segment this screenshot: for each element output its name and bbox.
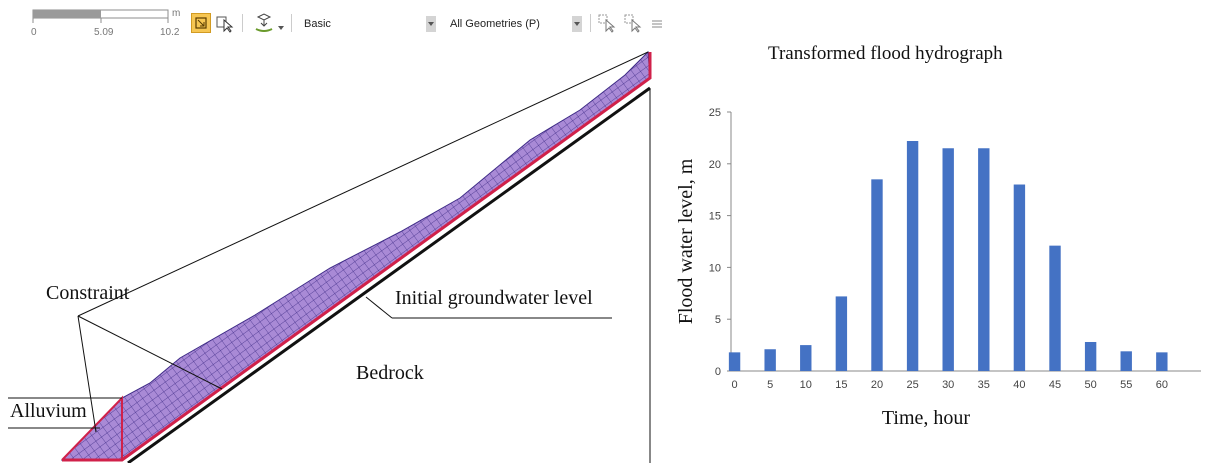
scale-tick-2: 10.2 bbox=[160, 27, 180, 38]
bar bbox=[1013, 184, 1026, 371]
list-icon bbox=[652, 20, 662, 28]
bar bbox=[871, 179, 883, 371]
dropdown-arrow-icon bbox=[278, 26, 284, 30]
select-pointer-button[interactable] bbox=[215, 13, 235, 33]
x-tick-label: 25 bbox=[906, 379, 918, 391]
x-tick-label: 5 bbox=[767, 379, 773, 391]
x-tick-label: 35 bbox=[978, 379, 990, 391]
snap-tool-icon bbox=[255, 13, 273, 32]
mesh-boundary bbox=[62, 52, 652, 462]
x-tick-label: 20 bbox=[871, 379, 883, 391]
groundwater-leader bbox=[365, 296, 393, 319]
chart-title: Transformed flood hydrograph bbox=[768, 43, 1003, 64]
toolbar-separator bbox=[291, 14, 292, 32]
groundwater-level-label: Initial groundwater level bbox=[395, 287, 593, 309]
bar bbox=[835, 296, 848, 371]
y-axis-label: Flood water level, m bbox=[675, 158, 697, 324]
bar bbox=[978, 148, 990, 371]
bar bbox=[800, 345, 812, 371]
bedrock-layer bbox=[120, 85, 650, 463]
select-filter-button-2[interactable] bbox=[623, 12, 645, 34]
bar bbox=[728, 352, 741, 371]
x-tick-label: 40 bbox=[1013, 379, 1025, 391]
select-pointer-icon bbox=[216, 16, 234, 33]
bar bbox=[1120, 351, 1132, 371]
bedrock-base-line bbox=[127, 86, 651, 463]
bedrock-label: Bedrock bbox=[356, 362, 424, 384]
scale-unit: m bbox=[172, 8, 181, 19]
x-tick-label: 30 bbox=[942, 379, 954, 391]
bar bbox=[1049, 245, 1061, 371]
bar bbox=[942, 148, 954, 371]
select-filter-icon bbox=[624, 14, 642, 33]
geometry-filter-select[interactable]: All Geometries (P) bbox=[450, 18, 540, 30]
x-tick-label: 10 bbox=[800, 379, 812, 391]
snap-tool-button[interactable] bbox=[252, 12, 276, 34]
alluvium-label: Alluvium bbox=[10, 400, 87, 422]
geometry-filter-left-arrow[interactable] bbox=[426, 16, 436, 32]
toolbar: m 0 5.09 10.2 Basic All Geometries (P) bbox=[0, 0, 690, 44]
x-tick-label: 15 bbox=[835, 379, 847, 391]
mode-label[interactable]: Basic bbox=[304, 18, 331, 30]
constraint-leader-3 bbox=[77, 315, 97, 433]
x-tick-label: 60 bbox=[1156, 379, 1168, 391]
scale-tick-1: 5.09 bbox=[94, 27, 114, 38]
constraint-leader-1 bbox=[77, 51, 649, 317]
y-tick-label: 5 bbox=[715, 314, 721, 326]
constraint-leader-2 bbox=[77, 315, 223, 390]
y-tick-label: 20 bbox=[709, 159, 721, 171]
toolbar-separator bbox=[590, 14, 591, 32]
x-tick-label: 0 bbox=[731, 379, 737, 391]
bar bbox=[1084, 341, 1097, 371]
zoom-window-icon bbox=[195, 17, 207, 29]
x-tick-label: 50 bbox=[1084, 379, 1096, 391]
bar bbox=[1156, 352, 1168, 371]
x-tick-label: 45 bbox=[1049, 379, 1061, 391]
select-filter-button-1[interactable] bbox=[597, 12, 619, 34]
y-tick-label: 25 bbox=[709, 107, 721, 119]
scale-bar bbox=[32, 9, 169, 23]
x-axis-label: Time, hour bbox=[882, 407, 971, 429]
zoom-window-button[interactable] bbox=[191, 13, 211, 33]
scale-tick-0: 0 bbox=[31, 27, 37, 38]
constraint-label: Constraint bbox=[46, 282, 130, 304]
toolbar-separator bbox=[242, 14, 243, 32]
y-tick-label: 0 bbox=[715, 366, 721, 378]
bar bbox=[764, 349, 776, 371]
list-button[interactable] bbox=[650, 17, 664, 31]
x-tick-label: 55 bbox=[1120, 379, 1132, 391]
y-tick-label: 10 bbox=[709, 262, 721, 274]
y-tick-label: 15 bbox=[709, 211, 721, 223]
slope-model-canvas bbox=[8, 50, 652, 463]
geometry-filter-dropdown[interactable] bbox=[572, 16, 582, 32]
flood-hydrograph-chart: 0 5 10 15 20 25 0 5 10 15 20 25 30 35 40 45 50 55 60 Time, … bbox=[675, 107, 1201, 429]
bar bbox=[906, 141, 919, 371]
select-filter-icon bbox=[598, 14, 616, 33]
snap-dropdown-button[interactable] bbox=[277, 19, 285, 30]
